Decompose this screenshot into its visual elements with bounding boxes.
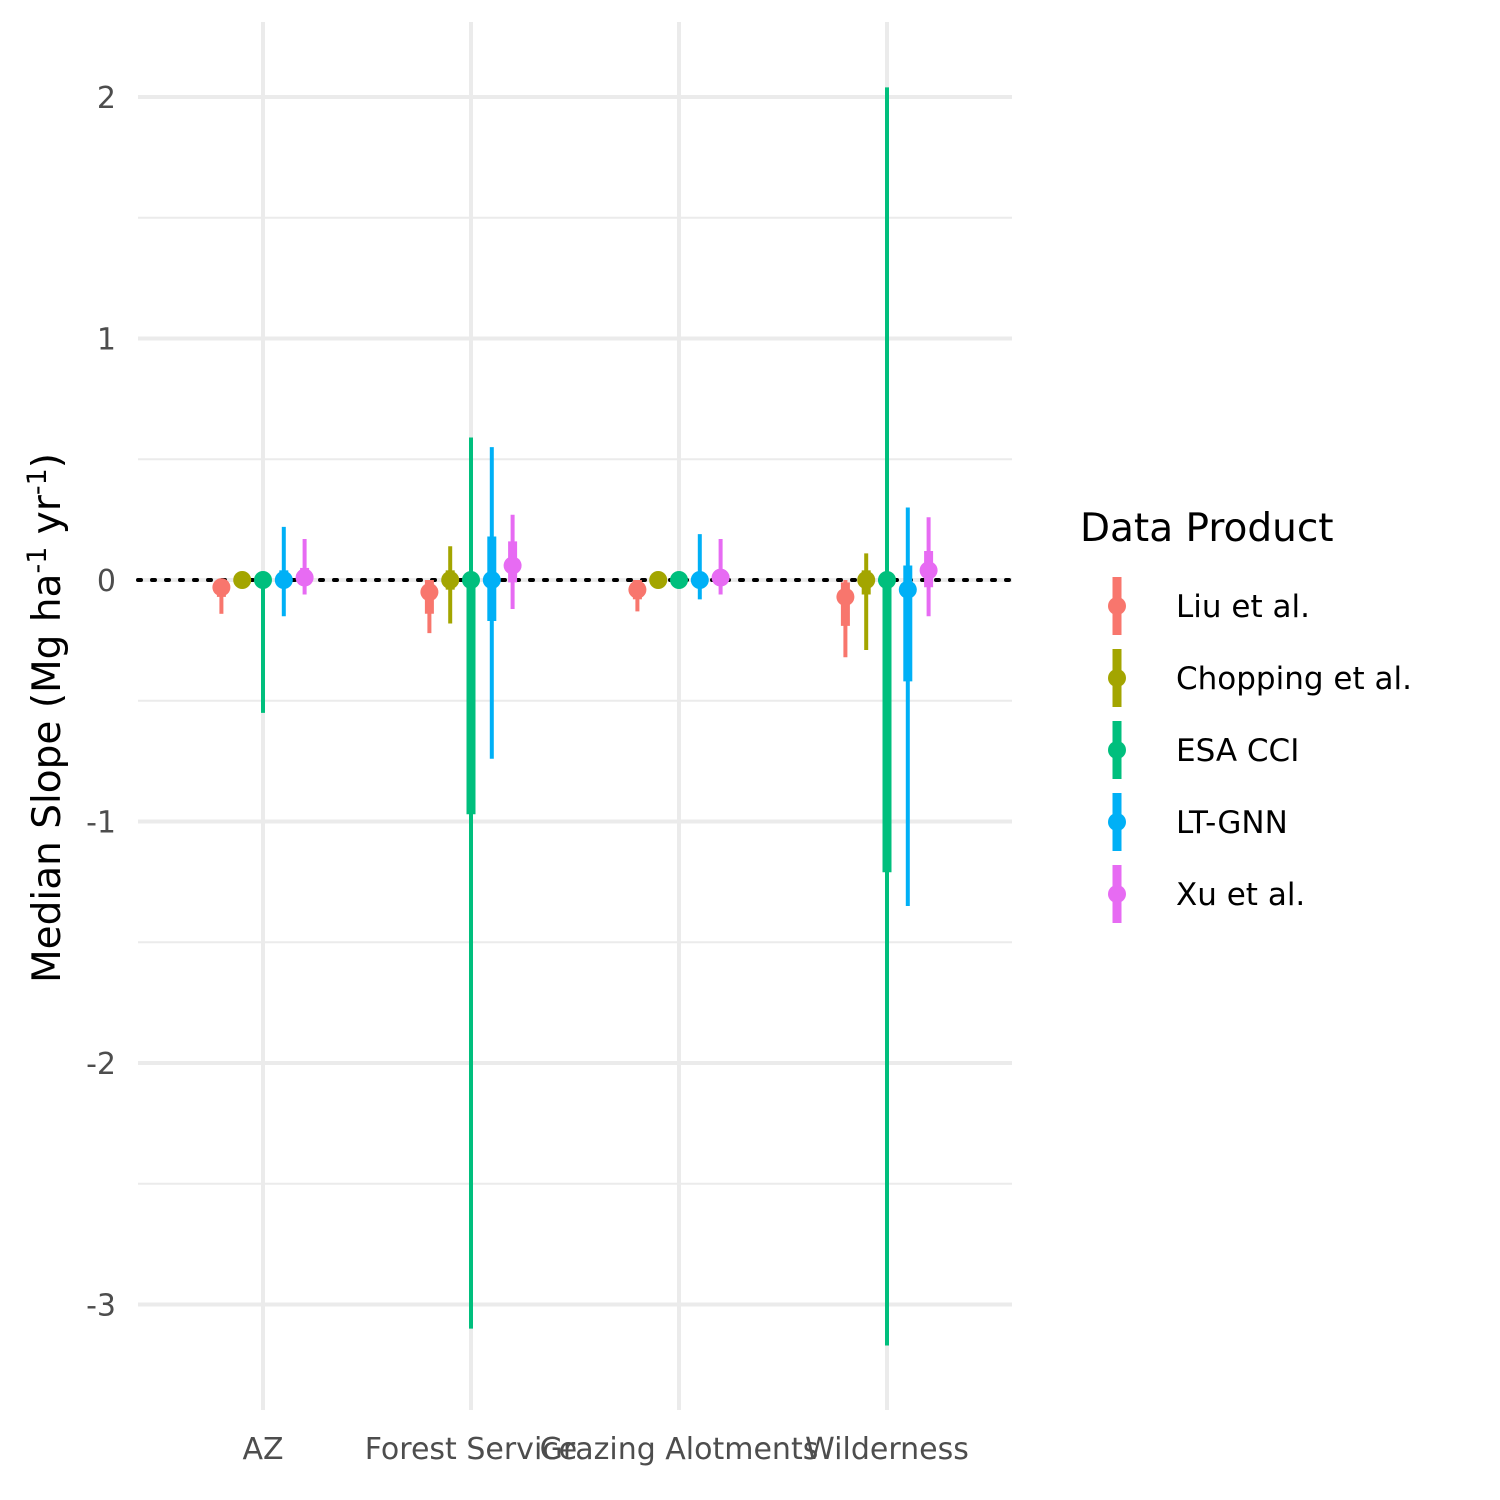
median-point	[254, 571, 272, 589]
median-point	[878, 571, 896, 589]
median-point	[836, 587, 855, 606]
y-tick-label: 2	[97, 81, 116, 116]
median-point	[857, 571, 876, 589]
legend-label: Xu et al.	[1176, 877, 1305, 913]
legend-key-point	[1108, 597, 1126, 615]
median-point	[711, 568, 730, 587]
x-tick-label: Forest Service	[365, 1432, 577, 1467]
legend-key-point	[1108, 669, 1126, 687]
x-tick-label: AZ	[242, 1432, 283, 1467]
point-range-lt-gnn	[274, 526, 293, 617]
median-point	[274, 571, 293, 589]
x-tick-label: Wilderness	[805, 1432, 969, 1467]
legend: Data Product Liu et al. Chopping et al. ES…	[1080, 506, 1412, 923]
point-range-xu-et-al	[503, 514, 522, 609]
major-gridlines	[138, 22, 1012, 1410]
legend-item: ESA CCI	[1108, 721, 1299, 779]
minor-gridlines	[138, 216, 1012, 1185]
legend-key-point	[1108, 813, 1126, 831]
median-point	[670, 571, 688, 589]
median-point	[462, 571, 480, 589]
y-tick-label: -1	[86, 806, 116, 841]
legend-title: Data Product	[1080, 506, 1334, 551]
point-range-chopping-et-al	[233, 571, 252, 589]
y-tick-label: -3	[86, 1289, 116, 1324]
legend-label: LT-GNN	[1176, 805, 1288, 841]
point-range-lt-gnn	[690, 534, 709, 600]
median-point	[233, 571, 252, 589]
point-range-xu-et-al	[919, 517, 938, 617]
point-range-esa-cci	[254, 571, 272, 713]
y-tick-label: -2	[86, 1047, 116, 1082]
legend-item: Chopping et al.	[1108, 649, 1412, 707]
median-point	[690, 571, 709, 589]
point-range-chopping-et-al	[649, 571, 668, 589]
point-range-xu-et-al	[711, 538, 730, 595]
point-ranges	[212, 87, 938, 1346]
y-axis-tick-labels: 2 1 0 -1 -2 -3	[86, 81, 116, 1324]
median-point	[295, 568, 314, 587]
point-range-chopping-et-al	[857, 553, 876, 651]
point-range-lt-gnn	[898, 507, 917, 907]
legend-label: Chopping et al.	[1176, 661, 1412, 697]
median-point	[420, 583, 439, 602]
legend-key-point	[1108, 885, 1126, 903]
y-tick-label: 0	[97, 564, 116, 599]
point-range-liu-et-al	[836, 580, 855, 658]
legend-item: LT-GNN	[1108, 793, 1288, 851]
point-range-liu-et-al	[212, 578, 231, 614]
point-range-esa-cci	[670, 571, 688, 589]
median-point	[898, 580, 917, 599]
median-point	[503, 556, 522, 575]
legend-item: Liu et al.	[1108, 577, 1310, 635]
point-range-liu-et-al	[628, 580, 647, 612]
legend-label: ESA CCI	[1176, 733, 1299, 769]
point-range-esa-cci	[878, 87, 896, 1346]
point-range-esa-cci	[462, 437, 480, 1329]
y-axis-title: Median Slope (Mg ha-1 yr-1)	[22, 453, 70, 983]
median-point	[919, 561, 938, 580]
median-point	[441, 571, 460, 589]
legend-label: Liu et al.	[1176, 589, 1310, 625]
median-point	[628, 580, 647, 599]
legend-item: Xu et al.	[1108, 865, 1305, 923]
point-range-chopping-et-al	[441, 546, 460, 624]
point-range-xu-et-al	[295, 538, 314, 595]
legend-key-point	[1108, 741, 1126, 759]
median-point	[212, 578, 231, 597]
point-range-liu-et-al	[420, 580, 439, 634]
point-range-lt-gnn	[482, 447, 501, 759]
x-tick-label: Grazing Alotments	[540, 1432, 819, 1467]
y-tick-label: 1	[97, 323, 116, 358]
median-point	[649, 571, 668, 589]
median-point	[482, 571, 501, 589]
